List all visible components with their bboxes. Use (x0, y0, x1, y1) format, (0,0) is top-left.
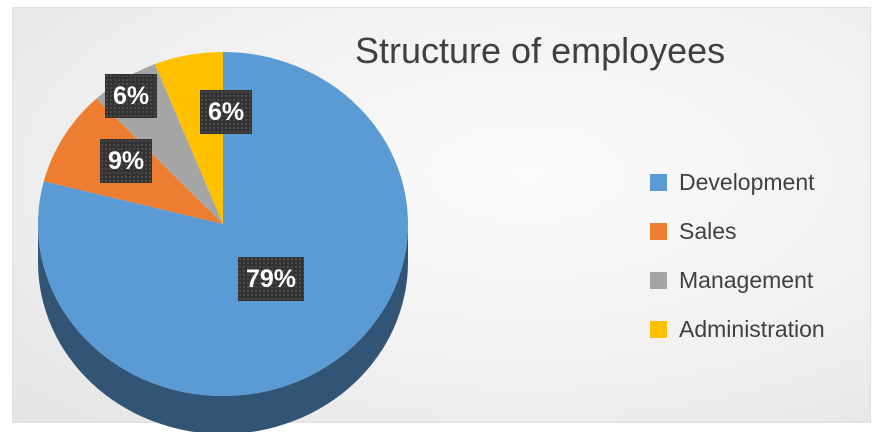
legend-label-development: Development (679, 169, 815, 195)
legend-label-sales: Sales (679, 218, 737, 244)
data-label-management: 6% (105, 74, 158, 118)
legend: Development Sales Management Administrat… (650, 158, 825, 354)
legend-swatch-administration (650, 321, 667, 338)
legend-item-sales: Sales (650, 207, 825, 256)
legend-swatch-sales (650, 223, 667, 240)
pie-depth (38, 224, 408, 432)
pie-slice-development (38, 52, 409, 397)
legend-item-development: Development (650, 158, 825, 207)
legend-label-management: Management (679, 267, 814, 293)
legend-swatch-development (650, 174, 667, 191)
data-label-sales: 9% (100, 139, 153, 183)
legend-item-management: Management (650, 256, 825, 305)
pie-side-development (38, 224, 408, 432)
legend-swatch-management (650, 272, 667, 289)
data-label-development: 79% (238, 257, 305, 301)
chart-title: Structure of employees (355, 30, 726, 71)
pie-slices (38, 52, 409, 397)
data-label-administration: 6% (200, 90, 253, 134)
legend-item-administration: Administration (650, 305, 825, 354)
legend-label-administration: Administration (679, 316, 825, 342)
